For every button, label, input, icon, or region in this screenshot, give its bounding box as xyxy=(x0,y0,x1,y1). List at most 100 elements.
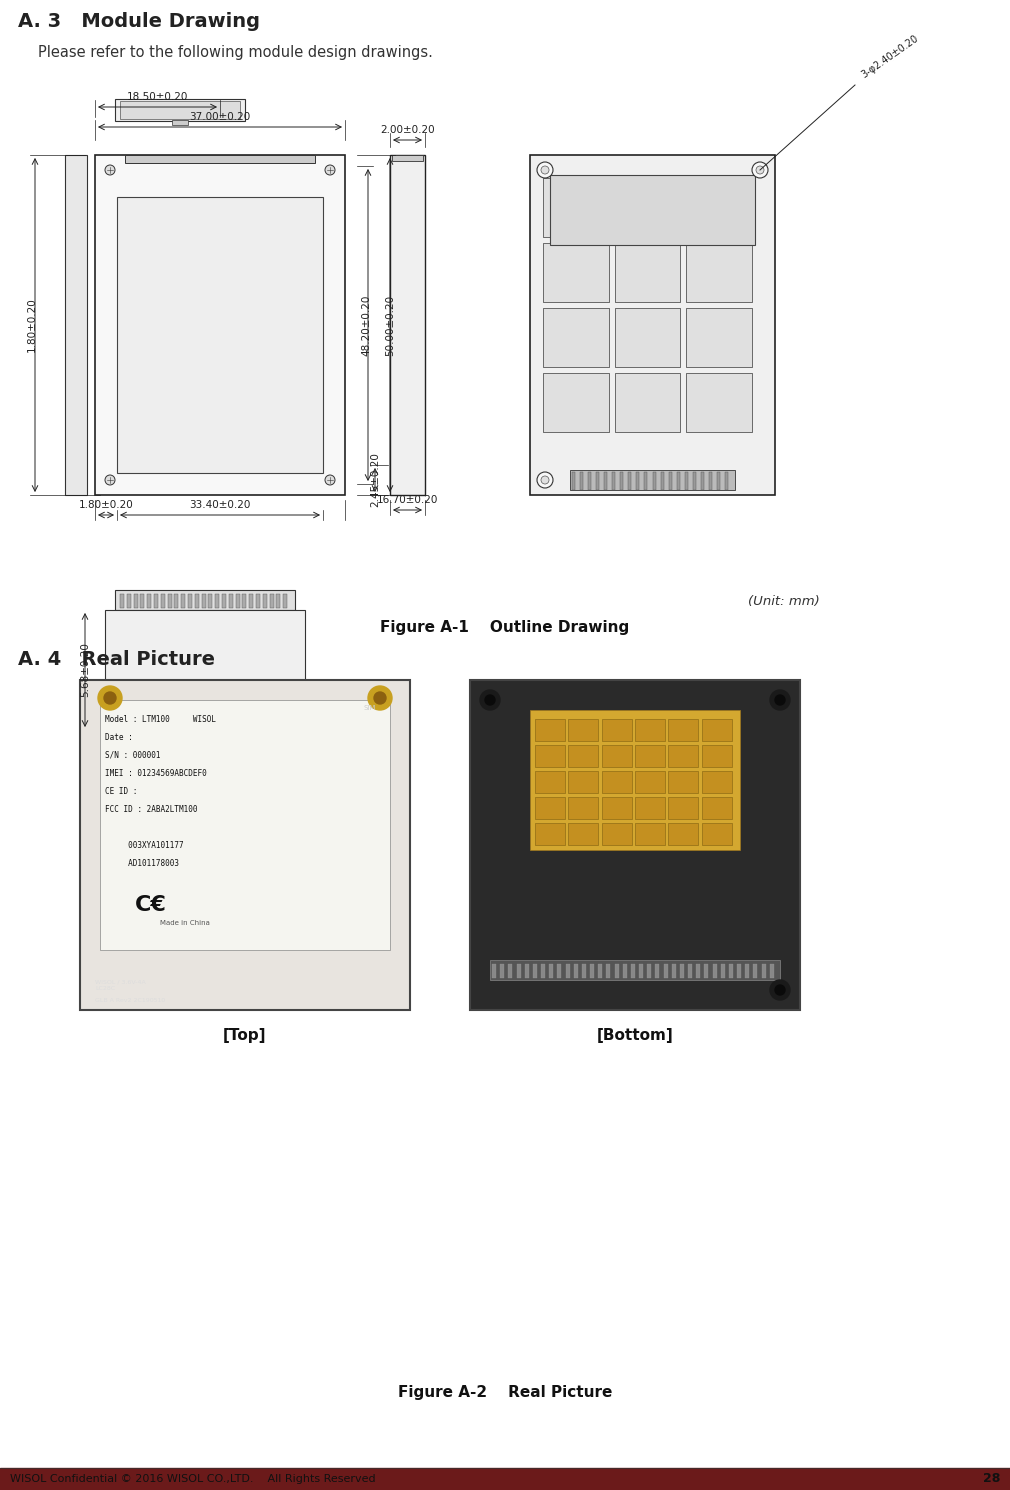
Bar xyxy=(390,155,425,495)
Bar xyxy=(80,679,410,1010)
Bar xyxy=(133,595,137,608)
Bar xyxy=(127,595,131,608)
Bar xyxy=(615,177,681,237)
Bar xyxy=(490,960,780,980)
Bar xyxy=(635,770,665,793)
Bar xyxy=(696,964,700,977)
Bar xyxy=(263,595,267,608)
Circle shape xyxy=(537,472,553,489)
Bar xyxy=(598,964,602,977)
Bar xyxy=(687,177,752,237)
Bar xyxy=(569,770,598,793)
Bar xyxy=(672,964,676,977)
Text: GLB A Rev2 2C190510: GLB A Rev2 2C190510 xyxy=(95,998,166,1003)
Text: C€: C€ xyxy=(135,895,167,915)
Circle shape xyxy=(775,985,785,995)
Bar xyxy=(161,595,165,608)
Bar xyxy=(620,472,623,490)
Bar xyxy=(181,595,185,608)
Bar xyxy=(208,595,212,608)
Bar xyxy=(147,595,151,608)
Text: 50.00±0.20: 50.00±0.20 xyxy=(385,295,395,356)
Circle shape xyxy=(770,980,790,1000)
Bar xyxy=(569,822,598,845)
Bar xyxy=(543,372,609,432)
Bar xyxy=(535,770,565,793)
Bar xyxy=(543,308,609,367)
Bar xyxy=(572,472,575,490)
Bar xyxy=(604,472,607,490)
Bar xyxy=(566,964,570,977)
Circle shape xyxy=(756,165,764,174)
Bar xyxy=(628,472,631,490)
Text: AD101178003: AD101178003 xyxy=(105,860,179,869)
Bar xyxy=(569,720,598,741)
Bar xyxy=(590,964,594,977)
Bar xyxy=(606,964,610,977)
Bar xyxy=(549,964,553,977)
Bar xyxy=(535,720,565,741)
Bar xyxy=(655,964,660,977)
Bar xyxy=(574,964,578,977)
Text: IMEI : 01234569ABCDEF0: IMEI : 01234569ABCDEF0 xyxy=(105,769,207,778)
Bar xyxy=(541,964,545,977)
Text: 33.40±0.20: 33.40±0.20 xyxy=(189,501,250,510)
Circle shape xyxy=(374,691,386,703)
Bar xyxy=(745,964,749,977)
Bar xyxy=(770,964,774,977)
Text: 003XYA101177: 003XYA101177 xyxy=(105,840,184,849)
Bar xyxy=(229,595,232,608)
Text: 1.80±0.20: 1.80±0.20 xyxy=(27,298,37,352)
Text: CE ID :: CE ID : xyxy=(105,787,137,796)
Bar xyxy=(687,308,752,367)
Text: 1.80±0.20: 1.80±0.20 xyxy=(79,501,133,510)
Text: 37.00±0.20: 37.00±0.20 xyxy=(190,112,250,122)
Bar xyxy=(721,964,725,977)
Text: A. 4   Real Picture: A. 4 Real Picture xyxy=(18,650,215,669)
Bar xyxy=(688,964,692,977)
Bar xyxy=(120,101,240,119)
Bar xyxy=(669,770,698,793)
Bar xyxy=(717,472,720,490)
Bar xyxy=(737,964,741,977)
Bar xyxy=(543,243,609,302)
Text: 3-φ2.40±0.20: 3-φ2.40±0.20 xyxy=(860,33,921,80)
Bar xyxy=(669,745,698,767)
Text: 48.20±0.20: 48.20±0.20 xyxy=(361,295,371,356)
Bar xyxy=(202,595,206,608)
Bar xyxy=(492,964,496,977)
Bar xyxy=(669,797,698,820)
Bar xyxy=(661,472,664,490)
Bar xyxy=(222,595,226,608)
Bar xyxy=(535,797,565,820)
Bar xyxy=(702,720,731,741)
Text: FCC ID : 2ABA2LTM100: FCC ID : 2ABA2LTM100 xyxy=(105,805,198,814)
Bar xyxy=(558,964,562,977)
Bar xyxy=(569,745,598,767)
Bar xyxy=(65,155,87,495)
Text: 16.70±0.20: 16.70±0.20 xyxy=(377,495,438,505)
Circle shape xyxy=(752,162,768,177)
Text: S/N : 000001: S/N : 000001 xyxy=(105,751,161,760)
Bar xyxy=(623,964,627,977)
Bar xyxy=(639,964,643,977)
Bar xyxy=(664,964,668,977)
Circle shape xyxy=(368,685,392,711)
Bar xyxy=(277,595,281,608)
Bar xyxy=(125,155,315,162)
Bar xyxy=(154,595,158,608)
Text: 2.45±0.20: 2.45±0.20 xyxy=(370,453,380,508)
Bar xyxy=(685,472,688,490)
Text: [Bottom]: [Bottom] xyxy=(597,1028,674,1043)
Bar xyxy=(615,308,681,367)
Text: (Unit: mm): (Unit: mm) xyxy=(748,595,820,608)
Bar xyxy=(105,609,305,730)
Circle shape xyxy=(325,475,335,486)
Bar xyxy=(615,243,681,302)
Bar xyxy=(543,177,609,237)
Bar xyxy=(669,720,698,741)
Circle shape xyxy=(775,694,785,705)
Bar xyxy=(120,595,124,608)
Text: A. 3   Module Drawing: A. 3 Module Drawing xyxy=(18,12,260,31)
Text: SIM: SIM xyxy=(364,705,376,711)
